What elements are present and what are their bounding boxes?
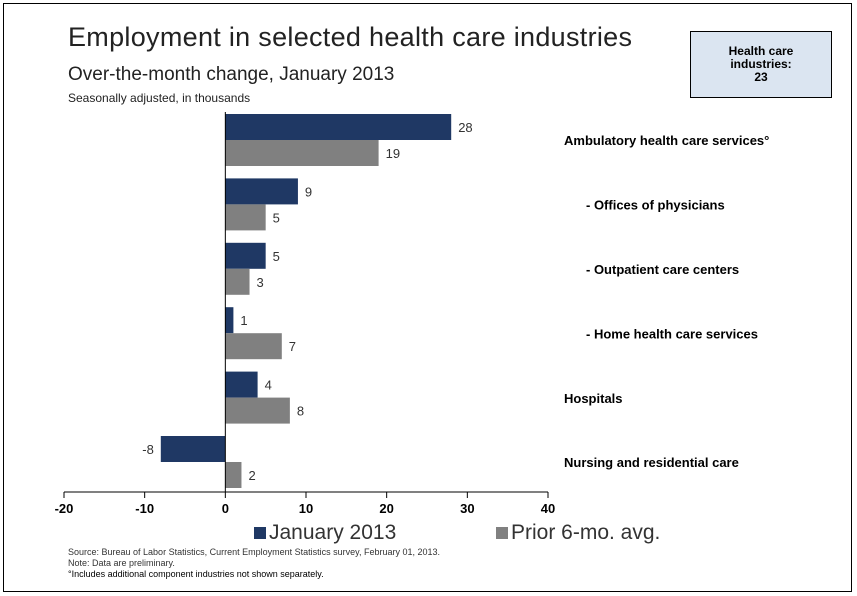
bar-january-2013-4: [225, 371, 258, 398]
source-note: Source: Bureau of Labor Statistics, Curr…: [68, 547, 441, 557]
legend-label-january-2013: January 2013: [269, 521, 396, 544]
chart-subtitle: Over-the-month change, January 2013: [68, 64, 395, 85]
data-label: 9: [305, 184, 312, 199]
category-label: Ambulatory health care services°: [564, 133, 769, 148]
data-label: 1: [240, 313, 247, 328]
x-tick-label: 40: [541, 501, 555, 516]
x-tick-label: -20: [55, 501, 74, 516]
category-label: - Home health care services: [586, 326, 758, 341]
x-tick-label: 0: [222, 501, 229, 516]
category-label: Nursing and residential care: [564, 455, 739, 470]
category-label: - Offices of physicians: [586, 198, 725, 213]
preliminary-note: Note: Data are preliminary.: [68, 558, 175, 568]
data-label: 2: [248, 468, 255, 483]
bar-prior-avg-3: [225, 333, 282, 360]
data-label: 28: [458, 120, 472, 135]
data-label: 5: [273, 210, 280, 225]
category-label: Hospitals: [564, 391, 623, 406]
x-tick-label: 20: [379, 501, 393, 516]
bar-january-2013-3: [225, 307, 234, 334]
callout-line-2: industries:: [730, 57, 792, 71]
category-label: - Outpatient care centers: [586, 262, 739, 277]
footnote: °Includes additional component industrie…: [68, 569, 324, 579]
x-tick-label: 10: [299, 501, 313, 516]
data-label: 8: [297, 404, 304, 419]
x-tick-label: 30: [460, 501, 474, 516]
bar-prior-avg-0: [225, 140, 379, 166]
bar-prior-avg-4: [225, 397, 290, 424]
bar-prior-avg-2: [225, 268, 250, 295]
chart-title: Employment in selected health care indus…: [68, 22, 633, 52]
bar-january-2013-1: [225, 178, 298, 205]
bar-prior-avg-5: [225, 462, 242, 488]
legend-swatch-prior-avg: [496, 527, 508, 539]
x-tick-label: -10: [135, 501, 154, 516]
bar-january-2013-2: [225, 242, 266, 269]
data-label: 3: [257, 275, 264, 290]
bar-january-2013-5: [160, 436, 226, 462]
data-label: 4: [265, 378, 272, 393]
total-callout-box: Health care industries: 23: [690, 31, 832, 98]
data-label: 19: [386, 146, 400, 161]
callout-value: 23: [754, 70, 768, 84]
data-label: 7: [289, 339, 296, 354]
units-note: Seasonally adjusted, in thousands: [68, 91, 251, 105]
callout-line-1: Health care: [728, 44, 794, 58]
legend-label-prior-avg: Prior 6-mo. avg.: [511, 521, 660, 544]
bar-january-2013-0: [225, 114, 452, 140]
chart-footer: Source: Bureau of Labor Statistics, Curr…: [68, 547, 440, 580]
bar-prior-avg-1: [225, 204, 266, 231]
data-label: 5: [273, 249, 280, 264]
legend-swatch-january-2013: [254, 527, 266, 539]
data-label: -8: [142, 442, 154, 457]
